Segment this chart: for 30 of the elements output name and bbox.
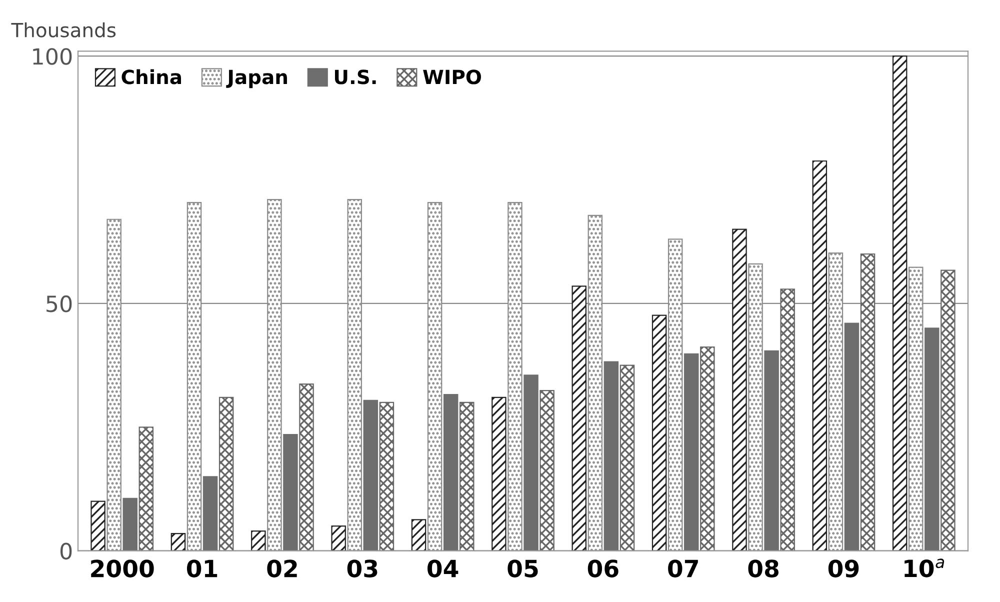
y-tick-label: 100 — [33, 48, 72, 65]
bar — [652, 314, 667, 551]
bar — [492, 396, 506, 551]
bar — [251, 530, 266, 551]
y-tick-label: 0 — [60, 542, 72, 560]
bar — [812, 160, 828, 551]
y-axis-title: Thousands — [11, 22, 116, 38]
bar — [331, 526, 346, 551]
x-tick-label: 05 — [508, 560, 538, 578]
x-tick-label: 2000 — [91, 560, 154, 578]
bar — [411, 519, 426, 551]
x-tick-label: 08 — [748, 560, 779, 578]
x-tick-label: 07 — [668, 560, 698, 578]
x-tick-label: 03 — [347, 560, 378, 578]
x-tick-label: 02 — [267, 560, 297, 578]
legend-label: China — [122, 69, 181, 84]
bar — [892, 56, 908, 551]
x-tick-label: 04 — [428, 560, 458, 578]
bar — [732, 228, 747, 551]
legend-label: Japan — [226, 70, 287, 88]
bar — [90, 500, 106, 551]
x-tick-label: 10$^{a}$ — [904, 558, 944, 578]
x-tick-label: 09 — [828, 560, 859, 578]
x-tick-label: 01 — [186, 560, 218, 578]
x-tick-label: 06 — [588, 560, 618, 578]
bar — [170, 532, 186, 551]
legend-label: WIPO — [423, 70, 481, 84]
bar — [572, 286, 586, 551]
legend-label: U.S. — [334, 70, 376, 84]
y-tick-label: 50 — [46, 295, 72, 312]
